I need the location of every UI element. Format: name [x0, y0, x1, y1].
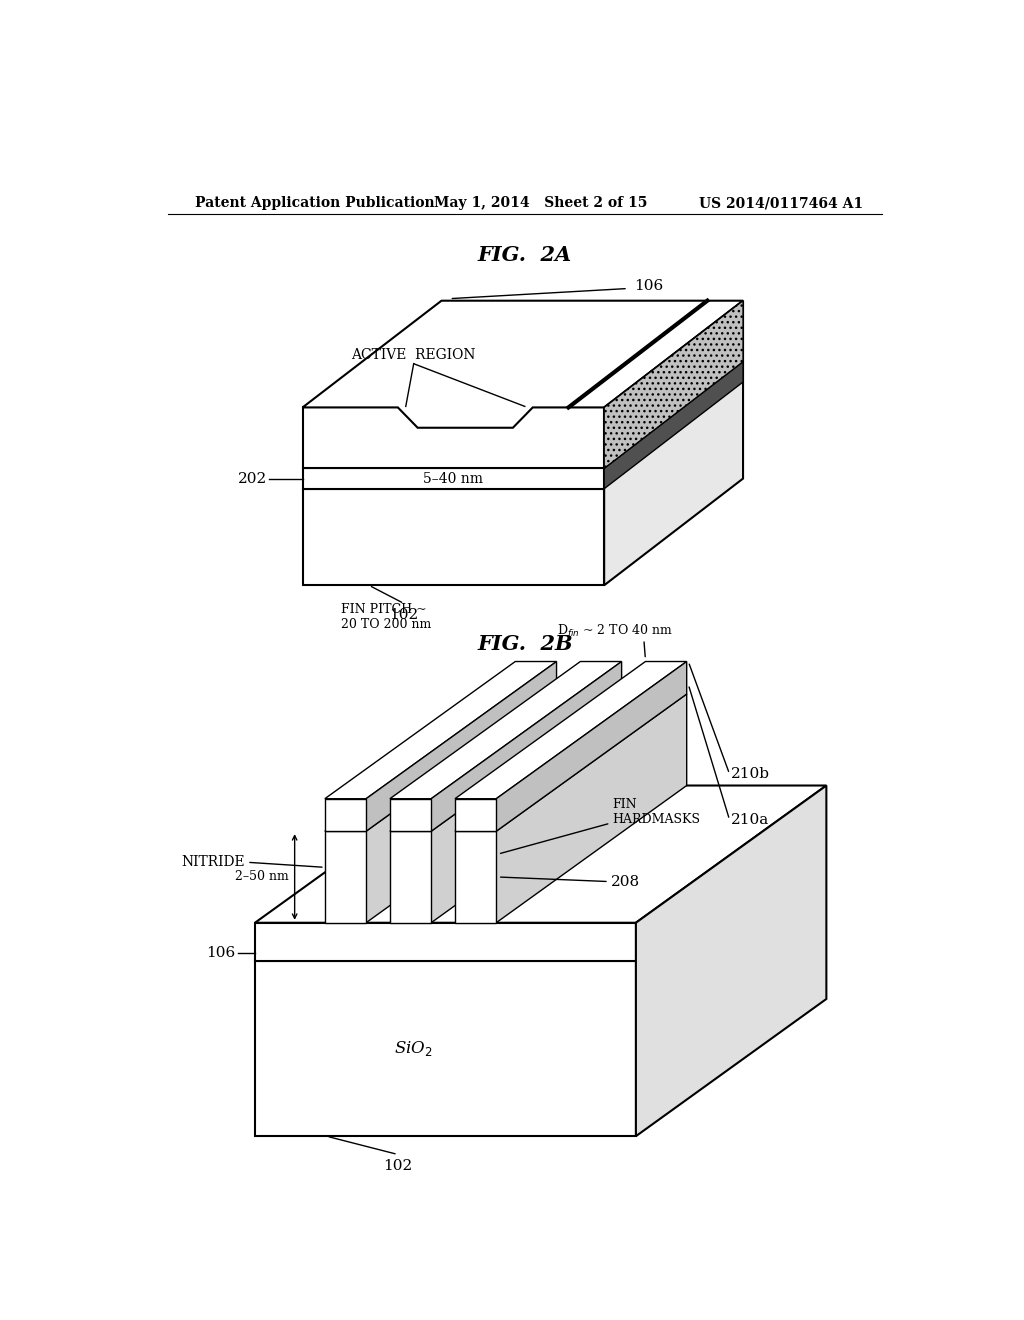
Text: 106: 106	[206, 946, 236, 960]
Polygon shape	[455, 799, 497, 832]
Polygon shape	[497, 661, 687, 832]
Polygon shape	[604, 301, 743, 469]
Polygon shape	[390, 799, 431, 832]
Text: FIG.  2B: FIG. 2B	[477, 634, 572, 655]
Polygon shape	[431, 694, 622, 923]
Text: SiO$_2$: SiO$_2$	[394, 1039, 433, 1059]
Polygon shape	[455, 661, 687, 799]
Polygon shape	[604, 362, 743, 488]
Polygon shape	[497, 694, 687, 923]
Text: 106: 106	[634, 279, 664, 293]
Polygon shape	[431, 661, 622, 832]
Text: ACTIVE  REGION: ACTIVE REGION	[351, 347, 476, 362]
Text: 208: 208	[610, 875, 640, 888]
Polygon shape	[255, 961, 636, 1137]
Polygon shape	[390, 694, 622, 832]
Text: 210b: 210b	[731, 767, 770, 781]
Polygon shape	[390, 661, 622, 799]
Polygon shape	[390, 832, 431, 923]
Polygon shape	[455, 832, 497, 923]
Polygon shape	[303, 301, 743, 428]
Text: NITRIDE: NITRIDE	[182, 855, 246, 870]
Text: 210a: 210a	[731, 813, 769, 826]
Polygon shape	[325, 832, 367, 923]
Polygon shape	[303, 488, 604, 585]
Polygon shape	[636, 785, 826, 1137]
Text: May 1, 2014   Sheet 2 of 15: May 1, 2014 Sheet 2 of 15	[433, 195, 647, 210]
Text: FIN PITCH ~
20 TO 200 nm: FIN PITCH ~ 20 TO 200 nm	[341, 603, 431, 631]
Polygon shape	[325, 661, 557, 799]
Text: 2–50 nm: 2–50 nm	[234, 870, 289, 883]
Polygon shape	[325, 694, 557, 832]
Text: 202: 202	[238, 471, 267, 486]
Text: D$_{fin}$ ~ 2 TO 40 nm: D$_{fin}$ ~ 2 TO 40 nm	[557, 623, 673, 639]
Polygon shape	[367, 694, 557, 923]
Polygon shape	[303, 408, 604, 469]
Polygon shape	[325, 799, 367, 832]
Polygon shape	[604, 301, 743, 585]
Polygon shape	[303, 469, 604, 488]
Polygon shape	[455, 694, 687, 832]
Text: 102: 102	[389, 607, 419, 622]
Polygon shape	[255, 785, 826, 923]
Text: 102: 102	[383, 1159, 413, 1172]
Polygon shape	[255, 923, 636, 961]
Polygon shape	[367, 661, 557, 832]
Text: Patent Application Publication: Patent Application Publication	[196, 195, 435, 210]
Text: FIG.  2A: FIG. 2A	[477, 244, 572, 265]
Text: 5–40 nm: 5–40 nm	[423, 471, 483, 486]
Text: FIN
HARDMASKS: FIN HARDMASKS	[612, 799, 700, 826]
Text: US 2014/0117464 A1: US 2014/0117464 A1	[699, 195, 863, 210]
